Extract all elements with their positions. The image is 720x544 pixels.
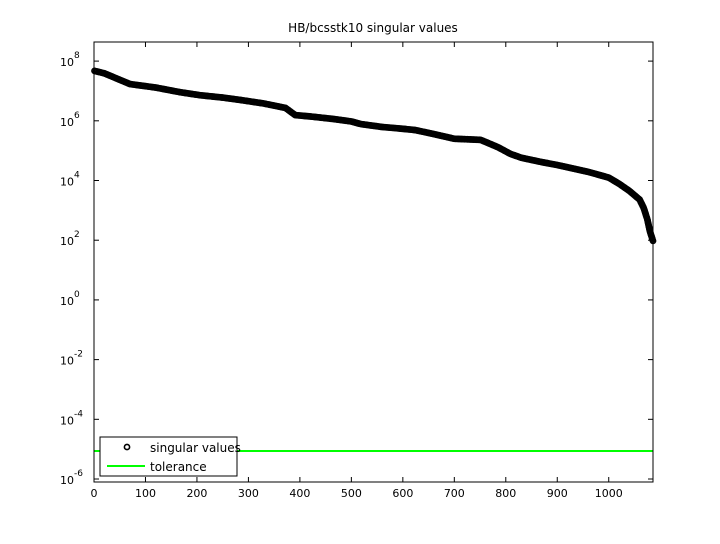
y-tick-label: 10 8 xyxy=(60,51,80,69)
y-tick-label: 10 4 xyxy=(60,171,80,189)
y-tick-exponent: -6 xyxy=(74,469,83,479)
chart-title: HB/bcsstk10 singular values xyxy=(288,21,458,35)
y-tick-exponent: -2 xyxy=(74,350,83,360)
x-tick-label: 0 xyxy=(91,487,98,500)
x-tick-label: 900 xyxy=(547,487,568,500)
y-tick-exponent: 4 xyxy=(74,171,80,181)
y-tick-exponent: 8 xyxy=(74,51,80,61)
x-tick-label: 700 xyxy=(444,487,465,500)
legend-marker-singular-values xyxy=(123,443,131,451)
legend-label-singular-values: singular values xyxy=(150,441,241,455)
y-tick-base: 10 xyxy=(60,176,74,189)
y-tick-exponent: 6 xyxy=(74,111,80,121)
y-tick-base: 10 xyxy=(60,235,74,248)
y-tick-base: 10 xyxy=(60,295,74,308)
y-tick-label: 10 -4 xyxy=(60,409,83,427)
y-tick-label: 10 -6 xyxy=(60,469,83,487)
y-tick-base: 10 xyxy=(60,474,74,487)
y-tick-base: 10 xyxy=(60,355,74,368)
x-tick-label: 600 xyxy=(392,487,413,500)
legend-box xyxy=(99,436,238,477)
y-tick-base: 10 xyxy=(60,56,74,69)
y-tick-label: 10 0 xyxy=(60,290,80,308)
y-tick-label: 10 6 xyxy=(60,111,80,129)
x-tick-label: 500 xyxy=(341,487,362,500)
data-layer xyxy=(91,67,657,452)
x-tick-label: 300 xyxy=(238,487,259,500)
y-tick-exponent: 2 xyxy=(74,230,80,240)
legend-label-tolerance: tolerance xyxy=(150,460,207,474)
legend: singular values tolerance xyxy=(99,436,241,477)
y-tick-base: 10 xyxy=(60,116,74,129)
x-tick-label: 1000 xyxy=(595,487,623,500)
x-tick-label: 200 xyxy=(186,487,207,500)
x-tick-label: 400 xyxy=(289,487,310,500)
plot-frame xyxy=(93,41,654,483)
y-tick-label: 10 2 xyxy=(60,230,80,248)
y-tick-base: 10 xyxy=(60,414,74,427)
x-tick-label: 100 xyxy=(135,487,156,500)
y-tick-exponent: 0 xyxy=(74,290,80,300)
x-tick-label: 800 xyxy=(495,487,516,500)
y-tick-label: 10 -2 xyxy=(60,350,83,368)
y-tick-exponent: -4 xyxy=(74,409,83,419)
